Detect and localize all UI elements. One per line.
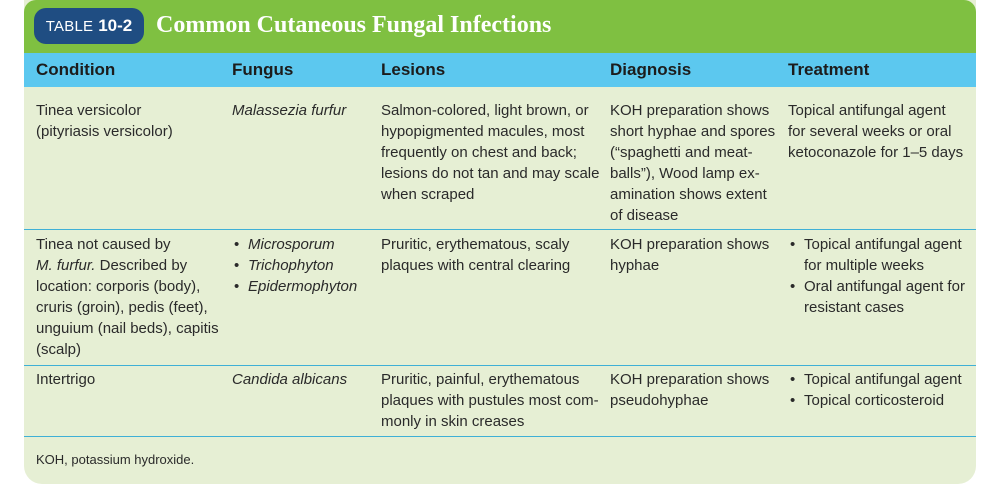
species-abbrev: M. furfur. <box>36 257 96 274</box>
cell-lesions: Salmon-colored, light brown, or hypopigm… <box>381 100 601 205</box>
cell-lesions: Pruritic, painful, erythematous plaques … <box>381 369 601 432</box>
list-item-line: Topical antifungal agent <box>804 236 962 253</box>
cell-diagnosis: KOH preparation shows pseudohyphae <box>610 369 778 411</box>
fungus-list: Microsporum Trichophyton Epidermophyton <box>232 234 372 297</box>
table-title: Common Cutaneous Fungal Infections <box>156 12 552 38</box>
cell-treatment: Topical antifungal agent Topical cortico… <box>788 369 968 411</box>
list-item-text: Microsporum <box>248 236 335 253</box>
cell-line: KOH preparation shows <box>610 102 770 119</box>
list-item: Topical antifungal agent <box>788 369 968 390</box>
cell-line: when scraped <box>381 186 475 203</box>
cell-treatment: Topical antifungal agent for several wee… <box>788 100 968 163</box>
cell-line: Salmon-colored, light brown, or <box>381 102 589 119</box>
cell-line: lesions do not tan and may scale <box>381 165 600 182</box>
cell-line: (scalp) <box>36 341 82 358</box>
cell-line: (pityriasis versicolor) <box>36 123 173 140</box>
cell-diagnosis: KOH preparation shows short hyphae and s… <box>610 100 778 226</box>
cell-line: Intertrigo <box>36 371 96 388</box>
list-item: Microsporum <box>232 234 372 255</box>
list-item: Topical corticosteroid <box>788 390 968 411</box>
cell-line: plaques with central clearing <box>381 257 571 274</box>
list-item: Trichophyton <box>232 255 372 276</box>
list-item-line: resistant cases <box>804 299 905 316</box>
cell-line: frequently on chest and back; <box>381 144 577 161</box>
cell-line: Malassezia furfur <box>232 102 347 119</box>
cell-line: balls”), Wood lamp ex- <box>610 165 760 182</box>
cell-fungus: Malassezia furfur <box>232 100 372 121</box>
cell-line: Candida albicans <box>232 371 348 388</box>
list-item-text: Trichophyton <box>248 257 334 274</box>
table-title-bar: TABLE 10-2 Common Cutaneous Fungal Infec… <box>24 0 976 53</box>
table-label-number: 10-2 <box>98 16 133 35</box>
column-header-diagnosis: Diagnosis <box>610 60 692 79</box>
cell-line: Pruritic, erythematous, scaly <box>381 236 570 253</box>
cell-line: KOH preparation shows <box>610 236 770 253</box>
cell-condition: Tinea not caused by M. furfur. Described… <box>36 234 226 360</box>
treatment-list: Topical antifungal agent Topical cortico… <box>788 369 968 411</box>
cell-line: short hyphae and spores <box>610 123 776 140</box>
table-label-word: TABLE <box>45 17 94 35</box>
cell-line: amination shows extent <box>610 186 767 203</box>
cell-line: cruris (groin), pedis (feet), <box>36 299 208 316</box>
list-item-line: Oral antifungal agent for <box>804 278 965 295</box>
column-header-treatment: Treatment <box>788 60 870 79</box>
treatment-list: Topical antifungal agent for multiple we… <box>788 234 968 318</box>
row-divider <box>24 365 976 366</box>
cell-line: (“spaghetti and meat- <box>610 144 753 161</box>
list-item-line: for multiple weeks <box>804 257 925 274</box>
cell-line: for several weeks or oral <box>788 123 952 140</box>
list-item: Oral antifungal agent for resistant case… <box>788 276 968 318</box>
cell-line: plaques with pustules most com- <box>381 392 599 409</box>
cell-fungus: Microsporum Trichophyton Epidermophyton <box>232 234 372 297</box>
cell-fungus: Candida albicans <box>232 369 372 390</box>
table-number-badge: TABLE 10-2 <box>34 8 144 44</box>
cell-line: Pruritic, painful, erythematous <box>381 371 580 388</box>
cell-line: M. furfur. Described by <box>36 255 226 276</box>
table-card: TABLE 10-2 Common Cutaneous Fungal Infec… <box>24 0 976 484</box>
column-header-fungus: Fungus <box>232 60 294 79</box>
cell-line: hyphae <box>610 257 660 274</box>
cell-treatment: Topical antifungal agent for multiple we… <box>788 234 968 318</box>
row-divider <box>24 229 976 230</box>
cell-line: Topical antifungal agent <box>788 102 946 119</box>
list-item: Topical antifungal agent for multiple we… <box>788 234 968 276</box>
column-header-condition: Condition <box>36 60 116 79</box>
cell-line: unguium (nail beds), capitis <box>36 320 219 337</box>
cell-line-rest: Described by <box>95 257 188 274</box>
cell-line: hypopigmented macules, most <box>381 123 585 140</box>
column-header-lesions: Lesions <box>381 60 446 79</box>
cell-line: ketoconazole for 1–5 days <box>788 144 964 161</box>
cell-line: pseudohyphae <box>610 392 709 409</box>
table-header-row: Condition Fungus Lesions Diagnosis Treat… <box>24 53 976 87</box>
cell-condition: Tinea versicolor (pityriasis versicolor) <box>36 100 226 142</box>
table-footnote: KOH, potassium hydroxide. <box>36 452 195 467</box>
cell-line: Tinea not caused by <box>36 236 171 253</box>
cell-condition: Intertrigo <box>36 369 226 390</box>
list-item-text: Epidermophyton <box>248 278 358 295</box>
cell-lesions: Pruritic, erythematous, scaly plaques wi… <box>381 234 601 276</box>
cell-line: monly in skin creases <box>381 413 525 430</box>
cell-line: location: corporis (body), <box>36 278 201 295</box>
row-divider <box>24 436 976 437</box>
cell-line: of disease <box>610 207 679 224</box>
cell-diagnosis: KOH preparation shows hyphae <box>610 234 778 276</box>
cell-line: KOH preparation shows <box>610 371 770 388</box>
list-item: Epidermophyton <box>232 276 372 297</box>
cell-line: Tinea versicolor <box>36 102 142 119</box>
